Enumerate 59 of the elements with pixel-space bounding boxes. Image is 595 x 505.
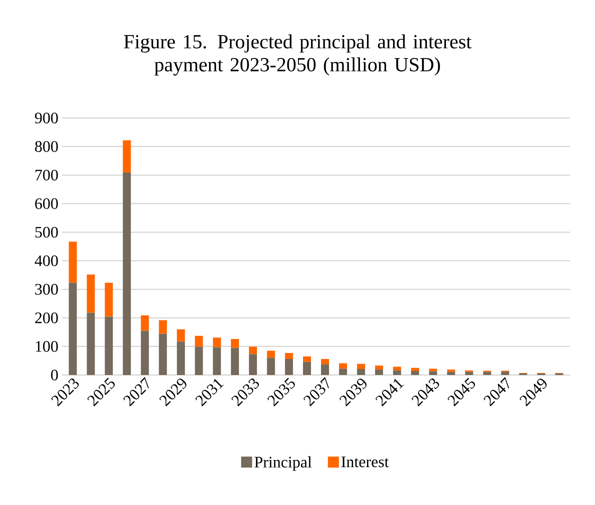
bar	[104, 282, 113, 317]
bar	[447, 372, 456, 375]
bar	[212, 347, 221, 375]
bar	[248, 346, 257, 354]
y-tick-label: 300	[35, 284, 58, 295]
bar	[321, 364, 330, 375]
bar	[68, 242, 77, 283]
bar	[158, 334, 167, 375]
y-tick-label: 500	[35, 226, 58, 238]
bar	[302, 356, 311, 362]
y-tick-label: 200	[35, 312, 58, 324]
bar	[140, 330, 149, 375]
bar	[158, 320, 167, 334]
bar	[122, 140, 131, 173]
bar	[483, 372, 492, 375]
bar	[284, 353, 293, 359]
bar	[266, 358, 275, 375]
bar	[411, 370, 420, 375]
legend-label: Interest	[341, 456, 389, 468]
bar	[357, 368, 366, 375]
bar	[465, 372, 474, 375]
y-tick-label: 600	[35, 198, 58, 210]
bar	[104, 316, 113, 375]
bar	[194, 336, 203, 347]
bar	[339, 363, 348, 369]
bar	[429, 371, 438, 375]
bar	[339, 368, 348, 375]
bar	[375, 370, 384, 375]
bar	[86, 312, 95, 375]
y-tick-label: 400	[34, 255, 58, 266]
bar	[393, 366, 402, 370]
legend-label: Principal	[254, 456, 312, 471]
bar	[375, 366, 384, 370]
bar	[321, 358, 330, 364]
bar	[266, 350, 275, 358]
bar	[176, 342, 185, 375]
bar	[194, 346, 203, 375]
bar	[501, 372, 510, 375]
bar	[357, 364, 366, 369]
y-tick-label: 100	[36, 341, 58, 352]
bar	[68, 282, 77, 375]
bar	[302, 362, 311, 375]
y-tick-label: 900	[34, 112, 58, 124]
bar	[176, 329, 185, 342]
bar	[393, 370, 402, 375]
bar	[411, 368, 420, 371]
bar	[284, 358, 293, 375]
bar	[248, 354, 257, 375]
bar	[140, 315, 149, 331]
bar	[86, 274, 95, 313]
y-tick-label: 700	[36, 170, 58, 180]
y-tick-label: 800	[35, 141, 58, 152]
y-tick-label: 0	[51, 370, 58, 380]
bar	[122, 172, 131, 375]
bar	[230, 348, 239, 375]
bar	[429, 368, 438, 372]
bar	[230, 339, 239, 348]
bar	[212, 338, 221, 348]
chart-title: Figure 15. Projected principal and interest payment 2023-2050 (million USD)	[124, 34, 472, 76]
